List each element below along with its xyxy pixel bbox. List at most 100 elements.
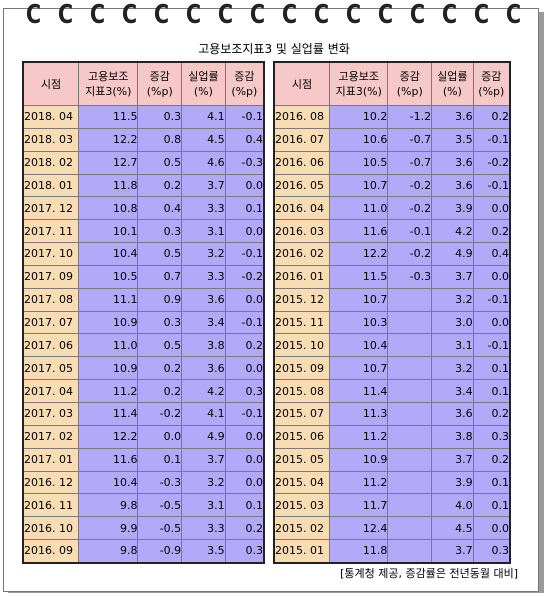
binding-ring-icon: C [185, 0, 202, 30]
value-cell: 0.0 [137, 424, 183, 449]
value-cell: 0.4 [224, 127, 265, 152]
table-row: 2017. 01 11.6 0.1 3.7 0.0 [22, 447, 265, 472]
value-cell: 11.2 [329, 470, 389, 495]
value-cell: 10.4 [329, 333, 389, 358]
period-cell: 2016. 09 [22, 539, 80, 564]
period-cell: 2016. 12 [22, 470, 80, 495]
value-cell: 10.2 [329, 105, 389, 129]
value-cell: 0.0 [472, 516, 511, 541]
table-title: 고용보조지표3 및 실업률 변화 [198, 42, 350, 56]
binding-ring-icon: C [57, 0, 74, 30]
value-cell: 3.6 [431, 173, 474, 198]
value-cell: 0.2 [224, 516, 265, 541]
value-cell [387, 287, 433, 312]
value-cell: 0.3 [224, 539, 265, 564]
column-header: 시점 [22, 61, 80, 106]
period-cell: 2015. 11 [273, 310, 331, 335]
value-cell: -0.1 [224, 310, 265, 335]
table-row: 2016. 08 10.2 -1.2 3.6 0.2 [273, 105, 511, 129]
value-cell: 0.2 [472, 447, 511, 472]
value-cell: 4.9 [181, 424, 226, 449]
column-header: 증감 (%p) [472, 61, 511, 106]
value-cell: 0.1 [137, 447, 183, 472]
period-cell: 2016. 02 [273, 242, 331, 266]
value-cell: 3.1 [181, 493, 226, 518]
column-header: 고용보조 지표3(%) [329, 61, 389, 106]
value-cell: 3.9 [431, 470, 474, 495]
value-cell: 0.0 [224, 287, 265, 312]
value-cell: 3.3 [181, 516, 226, 541]
value-cell: 0.4 [137, 196, 183, 221]
value-cell: 0.3 [137, 105, 183, 129]
column-header: 증감 (%p) [224, 61, 265, 106]
column-header: 시점 [273, 61, 331, 106]
value-cell: 0.7 [137, 264, 183, 289]
table-row: 2017. 08 11.1 0.9 3.6 0.0 [22, 287, 265, 312]
value-cell: -0.1 [224, 401, 265, 426]
period-cell: 2017. 11 [22, 219, 80, 244]
value-cell: 0.0 [224, 447, 265, 472]
period-cell: 2017. 07 [22, 310, 80, 335]
period-cell: 2017. 04 [22, 379, 80, 403]
value-cell: 12.2 [78, 424, 139, 449]
value-cell: 12.4 [329, 516, 389, 541]
value-cell: -0.1 [472, 173, 511, 198]
value-cell: 11.4 [78, 401, 139, 426]
value-cell: 10.5 [78, 264, 139, 289]
table-row: 2017. 06 11.0 0.5 3.8 0.2 [22, 333, 265, 358]
period-cell: 2015. 09 [273, 356, 331, 381]
value-cell: 11.8 [78, 173, 139, 198]
column-header: 실업률 (%) [181, 61, 226, 106]
value-cell: 0.1 [224, 493, 265, 518]
binding-ring-icon: C [377, 0, 394, 30]
value-cell: 10.9 [78, 356, 139, 381]
binding-ring-icon: C [217, 0, 234, 30]
period-cell: 2016. 06 [273, 150, 331, 175]
value-cell: 12.2 [329, 242, 389, 266]
value-cell: 3.5 [431, 127, 474, 152]
value-cell [387, 379, 433, 403]
table-row: 2016. 07 10.6 -0.7 3.5 -0.1 [273, 127, 511, 152]
binding-ring-icon: C [473, 0, 490, 30]
value-cell [387, 356, 433, 381]
table-row: 2016. 02 12.2 -0.2 4.9 0.4 [273, 242, 511, 266]
value-cell: 3.5 [181, 539, 226, 564]
value-cell: -0.2 [224, 264, 265, 289]
value-cell: -0.7 [387, 127, 433, 152]
value-cell: 0.2 [137, 379, 183, 403]
value-cell: 0.9 [137, 287, 183, 312]
value-cell: 0.5 [137, 333, 183, 358]
binding-ring-icon: C [345, 0, 362, 30]
period-cell: 2015. 08 [273, 379, 331, 403]
table-row: 2017. 03 11.4 -0.2 4.1 -0.1 [22, 401, 265, 426]
value-cell: 3.6 [181, 356, 226, 381]
table-row: 2017. 02 12.2 0.0 4.9 0.0 [22, 424, 265, 449]
period-cell: 2015. 07 [273, 401, 331, 426]
table-row: 2016. 04 11.0 -0.2 3.9 0.0 [273, 196, 511, 221]
value-cell: 0.0 [224, 356, 265, 381]
value-cell: 0.0 [472, 196, 511, 221]
value-cell: 10.9 [329, 447, 389, 472]
period-cell: 2015. 06 [273, 424, 331, 449]
value-cell: 0.2 [137, 173, 183, 198]
value-cell: 3.7 [431, 447, 474, 472]
period-cell: 2018. 03 [22, 127, 80, 152]
value-cell [387, 424, 433, 449]
value-cell: 11.0 [78, 333, 139, 358]
table-row: 2015. 07 11.3 3.6 0.2 [273, 401, 511, 426]
table-row: 2015. 01 11.8 3.7 0.3 [273, 539, 511, 564]
table-row: 2018. 03 12.2 0.8 4.5 0.4 [22, 127, 265, 152]
value-cell [387, 493, 433, 518]
value-cell: 3.4 [431, 379, 474, 403]
value-cell: -0.9 [137, 539, 183, 564]
value-cell [387, 447, 433, 472]
table-row: 2015. 04 11.2 3.9 0.1 [273, 470, 511, 495]
table-row: 2015. 05 10.9 3.7 0.2 [273, 447, 511, 472]
value-cell: 11.6 [329, 219, 389, 244]
value-cell: 0.0 [224, 424, 265, 449]
value-cell: -0.2 [137, 401, 183, 426]
table-row: 2016. 11 9.8 -0.5 3.1 0.1 [22, 493, 265, 518]
value-cell: -0.1 [472, 287, 511, 312]
value-cell: 3.4 [181, 310, 226, 335]
